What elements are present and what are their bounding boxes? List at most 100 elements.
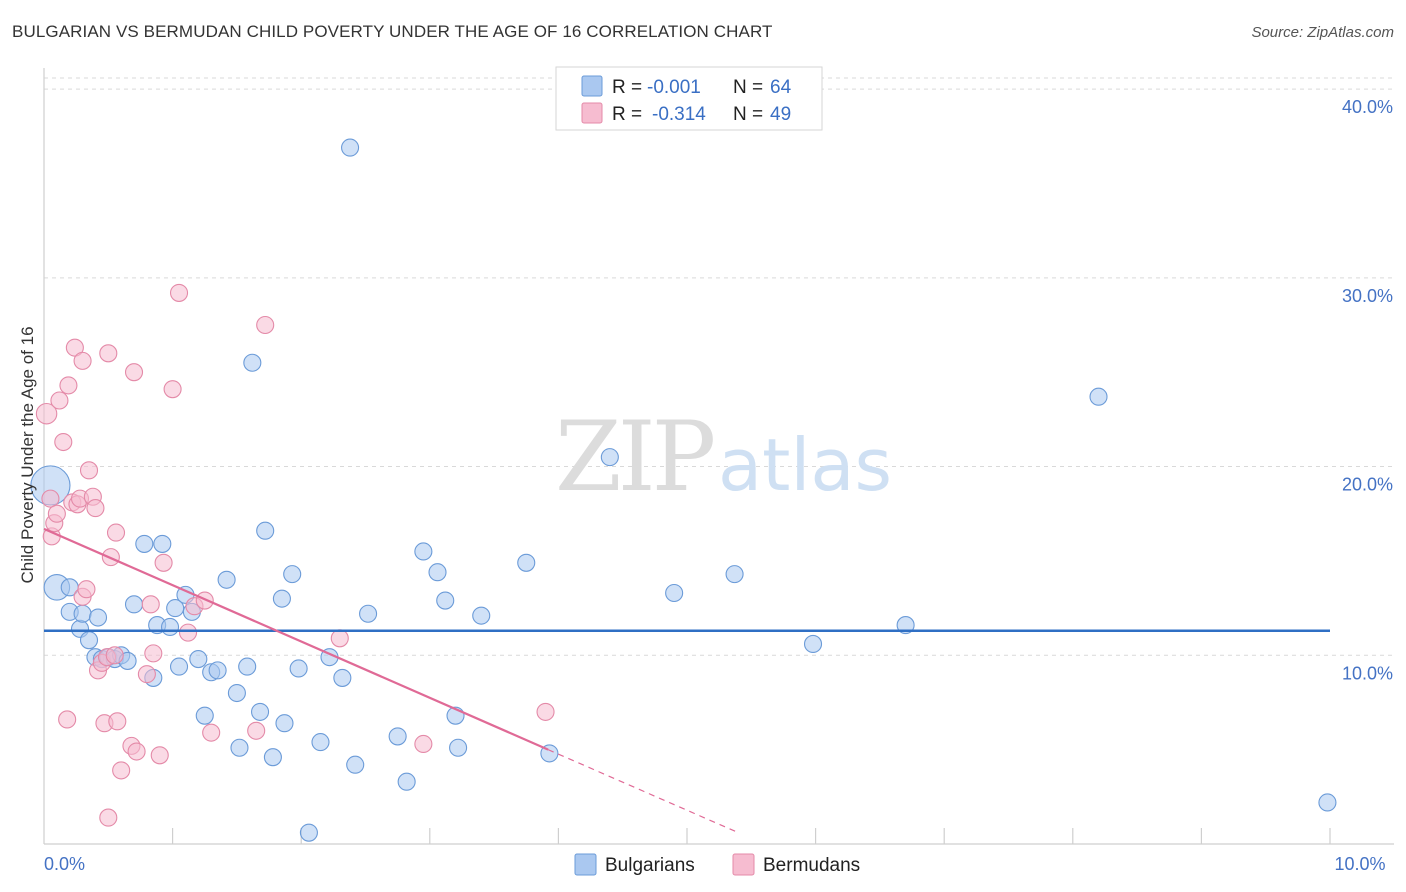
watermark-zip: ZIP: [555, 401, 714, 513]
data-point-bulgarians: [195, 706, 214, 725]
data-point-bermudans: [202, 723, 221, 742]
data-point-bermudans: [195, 591, 214, 610]
axes: [43, 68, 1394, 845]
data-point-bermudans: [163, 380, 182, 399]
data-point-bulgarians: [263, 748, 282, 767]
data-point-bulgarians: [341, 138, 360, 157]
data-point-bulgarians: [275, 714, 294, 733]
chart-title: BULGARIAN VS BERMUDAN CHILD POVERTY UNDE…: [12, 22, 773, 41]
data-point-bulgarians: [397, 772, 416, 791]
trend-line-bermudans-extension: [547, 749, 739, 834]
data-point-bermudans: [99, 344, 118, 363]
data-point-bermudans: [247, 721, 266, 740]
data-point-bulgarians: [388, 727, 407, 746]
data-point-bulgarians: [449, 738, 468, 757]
data-point-bulgarians: [88, 608, 108, 627]
stats-swatch-bermudans: [581, 102, 603, 124]
x-tick-labels: 0.0% 10.0%: [44, 828, 1386, 874]
x-tick-label: 10.0%: [1334, 854, 1385, 874]
data-point-bulgarians: [217, 570, 236, 589]
data-point-bermudans: [414, 734, 433, 754]
data-point-bulgarians: [725, 565, 744, 584]
data-point-bermudans: [50, 391, 69, 410]
data-point-bulgarians: [169, 657, 189, 676]
data-point-bulgarians: [600, 448, 619, 467]
y-axis-label: Child Poverty Under the Age of 16: [18, 326, 37, 583]
trend-lines: [43, 527, 1330, 834]
data-point-bulgarians: [311, 733, 330, 752]
data-point-bulgarians: [160, 617, 180, 637]
data-point-bermudans: [144, 644, 163, 663]
data-point-bermudans: [154, 553, 173, 572]
legend-label-bermudans: Bermudans: [763, 855, 860, 876]
data-point-bermudans: [35, 402, 58, 425]
data-point-bermudans: [256, 315, 275, 335]
y-tick-label: 20.0%: [1342, 475, 1393, 495]
data-point-bulgarians: [124, 595, 144, 614]
data-point-bulgarians: [472, 606, 491, 625]
data-point-bulgarians: [1089, 387, 1108, 406]
data-point-bulgarians: [896, 616, 915, 635]
data-point-bermudans: [178, 623, 198, 642]
watermark: ZIP atlas: [555, 401, 892, 513]
y-tick-labels: 10.0% 20.0% 30.0% 40.0%: [1342, 97, 1393, 683]
stats-r-label: R =: [612, 77, 642, 98]
data-point-bermudans: [127, 742, 146, 761]
source-label: Source: ZipAtlas.com: [1251, 24, 1394, 41]
data-point-bulgarians: [153, 534, 172, 553]
data-point-bulgarians: [299, 823, 318, 842]
y-tick-label: 30.0%: [1342, 286, 1393, 306]
data-point-bermudans: [150, 746, 169, 765]
stats-swatch-bulgarians: [581, 75, 603, 97]
data-point-bermudans: [47, 504, 66, 523]
data-point-bermudans: [58, 710, 77, 729]
stats-r-value-bermudans: -0.314: [652, 104, 706, 125]
data-point-bermudans: [106, 523, 126, 542]
bottom-legend: Bulgarians Bermudans: [574, 853, 860, 876]
data-point-bermudans: [536, 702, 555, 721]
data-point-bulgarians: [230, 738, 249, 757]
data-point-bulgarians: [803, 634, 823, 654]
data-point-bulgarians: [208, 661, 227, 680]
data-point-bermudans: [105, 646, 124, 665]
stats-n-value-bulgarians: 64: [770, 77, 792, 98]
data-point-bermudans: [41, 489, 60, 508]
stats-n-label: N =: [733, 104, 763, 125]
data-point-bulgarians: [79, 631, 99, 650]
data-point-bulgarians: [665, 583, 684, 603]
data-point-bulgarians: [189, 649, 208, 669]
data-point-bulgarians: [428, 563, 447, 582]
data-point-bermudans: [77, 580, 96, 599]
data-point-bulgarians: [289, 659, 308, 678]
data-point-bulgarians: [73, 604, 92, 623]
data-point-bermudans: [73, 351, 92, 370]
data-point-bulgarians: [272, 589, 291, 608]
data-point-bulgarians: [436, 591, 455, 610]
data-point-bermudans: [330, 629, 349, 648]
data-point-bermudans: [59, 376, 78, 395]
data-point-bulgarians: [414, 542, 433, 561]
watermark-atlas: atlas: [718, 423, 892, 507]
stats-n-value-bermudans: 49: [770, 104, 791, 125]
data-point-bulgarians: [283, 565, 302, 584]
data-point-bermudans: [86, 499, 105, 518]
data-point-bulgarians: [346, 755, 365, 774]
data-point-bermudans: [141, 595, 160, 614]
legend-swatch-bulgarians: [574, 853, 597, 876]
data-point-bermudans: [54, 432, 73, 452]
stats-legend: R = -0.001 N = 64 R = -0.314 N = 49: [555, 66, 823, 131]
data-point-bulgarians: [359, 604, 378, 623]
stats-r-label: R =: [612, 104, 642, 125]
data-point-bermudans: [108, 712, 127, 731]
data-point-bermudans: [99, 808, 118, 827]
data-point-bulgarians: [135, 534, 154, 553]
data-point-bulgarians: [517, 553, 536, 572]
data-point-bermudans: [169, 283, 189, 302]
y-tick-label: 10.0%: [1342, 663, 1393, 683]
data-point-bermudans: [79, 461, 99, 480]
data-point-bulgarians: [227, 683, 246, 703]
series-bermudans: [35, 283, 555, 827]
data-point-bulgarians: [238, 657, 257, 676]
data-point-bulgarians: [256, 521, 275, 540]
